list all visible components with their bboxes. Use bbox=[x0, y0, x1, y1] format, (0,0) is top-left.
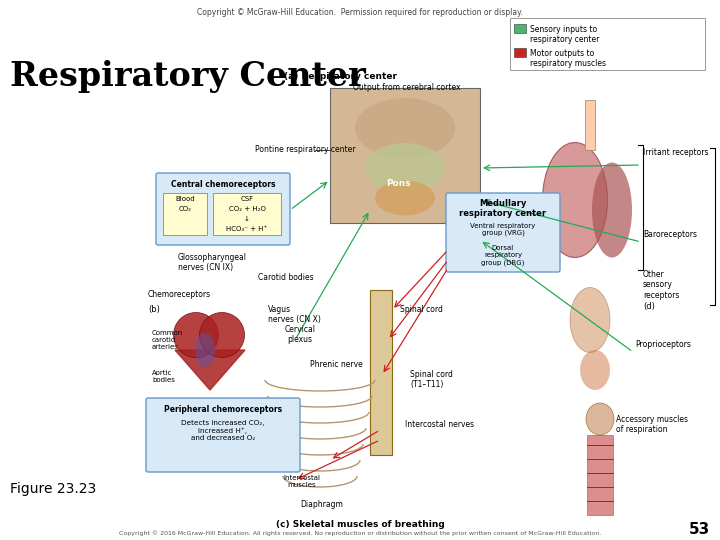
Text: Baroreceptors: Baroreceptors bbox=[643, 230, 697, 239]
Text: Dorsal
respiratory
group (DRG): Dorsal respiratory group (DRG) bbox=[481, 245, 525, 266]
Text: CO₂: CO₂ bbox=[179, 206, 192, 212]
Bar bbox=[514, 48, 526, 57]
Text: Phrenic nerve: Phrenic nerve bbox=[310, 360, 363, 369]
Polygon shape bbox=[175, 350, 245, 390]
Text: Irritant receptors: Irritant receptors bbox=[643, 148, 708, 157]
Text: Sensory inputs to
respiratory center: Sensory inputs to respiratory center bbox=[530, 25, 599, 44]
Bar bbox=[163, 193, 207, 235]
Text: CO₂ + H₂O: CO₂ + H₂O bbox=[228, 206, 266, 212]
Ellipse shape bbox=[580, 350, 610, 390]
Ellipse shape bbox=[375, 180, 435, 215]
Text: Detects increased CO₂,
increased H⁺,
and decreased O₂: Detects increased CO₂, increased H⁺, and… bbox=[181, 420, 265, 441]
FancyBboxPatch shape bbox=[156, 173, 290, 245]
Ellipse shape bbox=[355, 98, 455, 158]
Ellipse shape bbox=[542, 143, 608, 258]
Text: Other
sensory
receptors: Other sensory receptors bbox=[643, 270, 680, 300]
Bar bbox=[510, 18, 705, 70]
Bar bbox=[514, 24, 526, 33]
Text: Spinal cord: Spinal cord bbox=[400, 305, 443, 314]
Bar bbox=[330, 88, 480, 223]
Text: Carotid bodies: Carotid bodies bbox=[258, 273, 314, 282]
Text: Spinal cord
(T1–T11): Spinal cord (T1–T11) bbox=[410, 370, 453, 389]
Text: Central chemoreceptors: Central chemoreceptors bbox=[171, 180, 275, 189]
Text: (c) Skeletal muscles of breathing: (c) Skeletal muscles of breathing bbox=[276, 520, 444, 529]
Bar bbox=[587, 435, 613, 515]
Bar bbox=[213, 193, 281, 235]
Bar bbox=[370, 290, 392, 455]
Text: Cervical
plexus: Cervical plexus bbox=[284, 325, 315, 345]
Text: Accessory muscles
of respiration: Accessory muscles of respiration bbox=[616, 415, 688, 434]
Text: Pons: Pons bbox=[386, 179, 410, 187]
Text: HCO₃⁻ + H⁺: HCO₃⁻ + H⁺ bbox=[226, 226, 268, 232]
Text: (a) Respiratory center: (a) Respiratory center bbox=[284, 72, 397, 81]
Text: Glossopharyngeal
nerves (CN IX): Glossopharyngeal nerves (CN IX) bbox=[178, 253, 247, 272]
Text: Copyright © 2016 McGraw-Hill Education. All rights reserved. No reproduction or : Copyright © 2016 McGraw-Hill Education. … bbox=[119, 530, 601, 536]
Text: Chemoreceptors: Chemoreceptors bbox=[148, 290, 211, 299]
Ellipse shape bbox=[365, 143, 445, 193]
Ellipse shape bbox=[195, 333, 215, 368]
Text: Vagus
nerves (CN X): Vagus nerves (CN X) bbox=[268, 305, 321, 325]
Ellipse shape bbox=[570, 287, 610, 353]
Text: Pontine respiratory center: Pontine respiratory center bbox=[255, 145, 356, 154]
Bar bbox=[585, 100, 595, 150]
Ellipse shape bbox=[586, 403, 614, 435]
Text: Proprioceptors: Proprioceptors bbox=[635, 340, 691, 349]
Text: Medullary
respiratory center: Medullary respiratory center bbox=[459, 199, 546, 218]
Ellipse shape bbox=[592, 163, 632, 258]
Text: Intercostal nerves: Intercostal nerves bbox=[405, 420, 474, 429]
Text: Motor outputs to
respiratory muscles: Motor outputs to respiratory muscles bbox=[530, 49, 606, 69]
Text: Figure 23.23: Figure 23.23 bbox=[10, 482, 96, 496]
Text: Diaphragm: Diaphragm bbox=[300, 500, 343, 509]
FancyBboxPatch shape bbox=[446, 193, 560, 272]
Text: Common
carotid
arteries: Common carotid arteries bbox=[152, 330, 184, 350]
Text: Intercostal
muscles: Intercostal muscles bbox=[284, 475, 320, 488]
Text: 53: 53 bbox=[689, 522, 710, 537]
Text: Copyright © McGraw-Hill Education.  Permission required for reproduction or disp: Copyright © McGraw-Hill Education. Permi… bbox=[197, 8, 523, 17]
Text: Peripheral chemoreceptors: Peripheral chemoreceptors bbox=[164, 405, 282, 414]
Text: Respiratory Center: Respiratory Center bbox=[10, 60, 366, 93]
Text: CSF: CSF bbox=[240, 196, 253, 202]
Text: Output from cerebral cortex: Output from cerebral cortex bbox=[354, 83, 461, 92]
Ellipse shape bbox=[174, 313, 218, 357]
Text: Aortic
bodies: Aortic bodies bbox=[152, 370, 175, 383]
Text: (b): (b) bbox=[148, 305, 160, 314]
Text: Ventral respiratory
group (VRG): Ventral respiratory group (VRG) bbox=[470, 223, 536, 237]
Text: Blood: Blood bbox=[175, 196, 195, 202]
Text: (d): (d) bbox=[643, 302, 655, 311]
FancyBboxPatch shape bbox=[146, 398, 300, 472]
Text: ↓: ↓ bbox=[244, 216, 250, 222]
Ellipse shape bbox=[199, 313, 245, 357]
